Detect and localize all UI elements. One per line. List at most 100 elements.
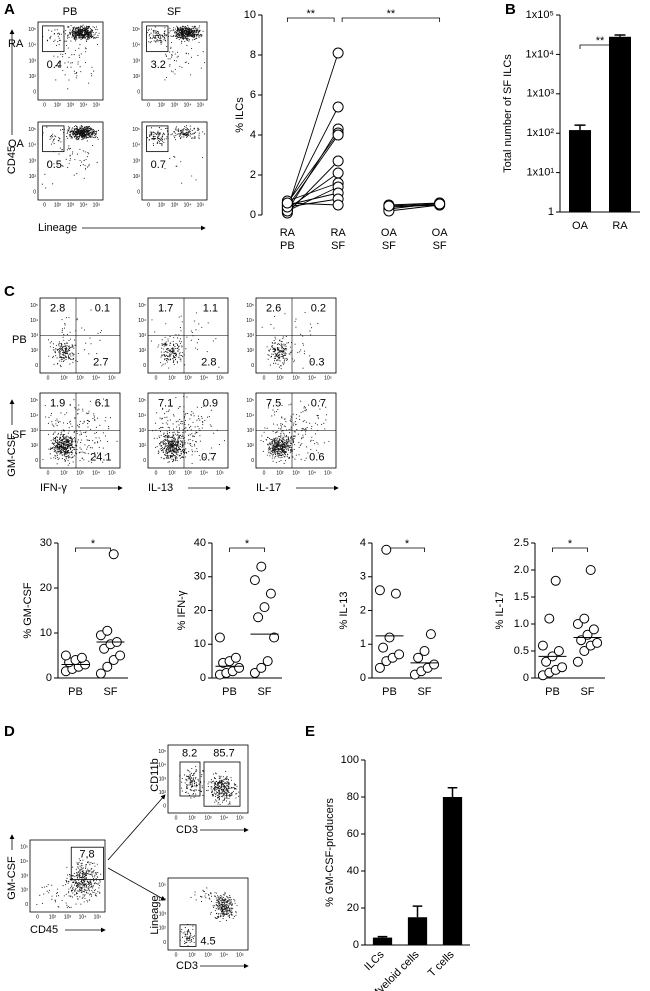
event-dot: [88, 25, 90, 28]
event-dot: [163, 433, 165, 435]
event-dot: [169, 58, 171, 60]
event-dot: [182, 132, 184, 134]
event-dot: [56, 456, 59, 458]
event-dot: [290, 446, 292, 448]
event-dot: [189, 132, 191, 134]
event-dot: [72, 33, 74, 35]
event-dot: [281, 349, 283, 351]
event-dot: [157, 133, 159, 135]
event-dot: [288, 428, 290, 430]
event-dot: [87, 892, 89, 894]
event-dot: [178, 334, 180, 336]
event-dot: [68, 427, 70, 429]
row-label: SF: [12, 429, 26, 441]
event-dot: [64, 445, 66, 447]
event-dot: [70, 442, 72, 444]
event-dot: [196, 35, 198, 37]
event-dot: [154, 26, 156, 28]
event-dot: [80, 127, 82, 129]
event-dot: [74, 875, 76, 878]
event-dot: [82, 34, 84, 36]
event-dot: [288, 437, 290, 439]
event-dot: [71, 137, 73, 139]
event-dot: [88, 38, 90, 40]
event-dot: [175, 451, 177, 453]
event-dot: [80, 126, 82, 128]
event-dot: [54, 901, 57, 903]
event-dot: [302, 344, 304, 346]
event-dot: [278, 427, 280, 429]
event-dot: [189, 788, 191, 791]
event-dot: [157, 142, 159, 144]
event-dot: [167, 446, 169, 448]
event-dot: [172, 355, 174, 357]
event-dot: [184, 132, 186, 134]
event-dot: [176, 362, 178, 364]
event-dot: [280, 350, 282, 352]
event-dot: [174, 35, 176, 37]
event-dot: [53, 447, 55, 449]
event-dot: [304, 407, 307, 409]
event-dot: [314, 443, 316, 445]
event-dot: [187, 28, 189, 30]
event-dot: [198, 418, 200, 420]
event-dot: [288, 446, 290, 448]
event-dot: [94, 876, 96, 878]
event-dot: [288, 457, 290, 459]
flow-tick-label: 10³: [247, 428, 255, 434]
event-dot: [296, 429, 298, 431]
event-dot: [174, 357, 176, 359]
event-dot: [303, 428, 305, 430]
event-dot: [173, 438, 175, 440]
event-dot: [46, 126, 48, 128]
event-dot: [71, 440, 73, 442]
event-dot: [76, 127, 79, 129]
event-dot: [56, 425, 58, 427]
event-dot: [90, 873, 92, 876]
event-dot: [184, 451, 186, 453]
event-dot: [76, 134, 78, 136]
event-dot: [186, 35, 188, 37]
event-dot: [181, 37, 183, 39]
event-dot: [176, 31, 178, 33]
event-dot: [65, 356, 67, 358]
event-dot: [49, 136, 51, 138]
event-dot: [99, 884, 101, 887]
event-dot: [281, 444, 283, 446]
event-dot: [190, 444, 192, 446]
event-dot: [73, 447, 75, 449]
event-dot: [72, 134, 74, 136]
event-dot: [83, 136, 86, 138]
event-dot: [277, 350, 280, 352]
event-dot: [83, 884, 85, 886]
event-dot: [173, 448, 175, 450]
event-dot: [287, 446, 289, 448]
event-dot: [79, 27, 81, 29]
event-dot: [88, 130, 90, 132]
event-dot: [62, 350, 64, 352]
event-dot: [185, 129, 187, 131]
event-dot: [174, 132, 176, 134]
event-dot: [78, 26, 80, 28]
event-dot: [77, 439, 79, 441]
event-dot: [266, 346, 268, 348]
event-dot: [190, 128, 192, 130]
event-dot: [284, 344, 287, 346]
event-dot: [82, 874, 84, 876]
event-dot: [87, 152, 89, 154]
event-dot: [274, 442, 276, 444]
event-dot: [87, 27, 89, 29]
event-dot: [163, 138, 165, 140]
event-dot: [81, 136, 83, 138]
event-dot: [82, 867, 84, 869]
event-dot: [198, 27, 200, 29]
event-dot: [72, 345, 74, 347]
event-dot: [202, 421, 204, 423]
event-dot: [171, 461, 174, 463]
event-dot: [76, 37, 78, 39]
event-dot: [174, 455, 176, 457]
event-dot: [274, 356, 276, 358]
event-dot: [179, 343, 182, 345]
flow-tick-label: 10⁴: [138, 413, 146, 419]
event-dot: [199, 435, 201, 437]
